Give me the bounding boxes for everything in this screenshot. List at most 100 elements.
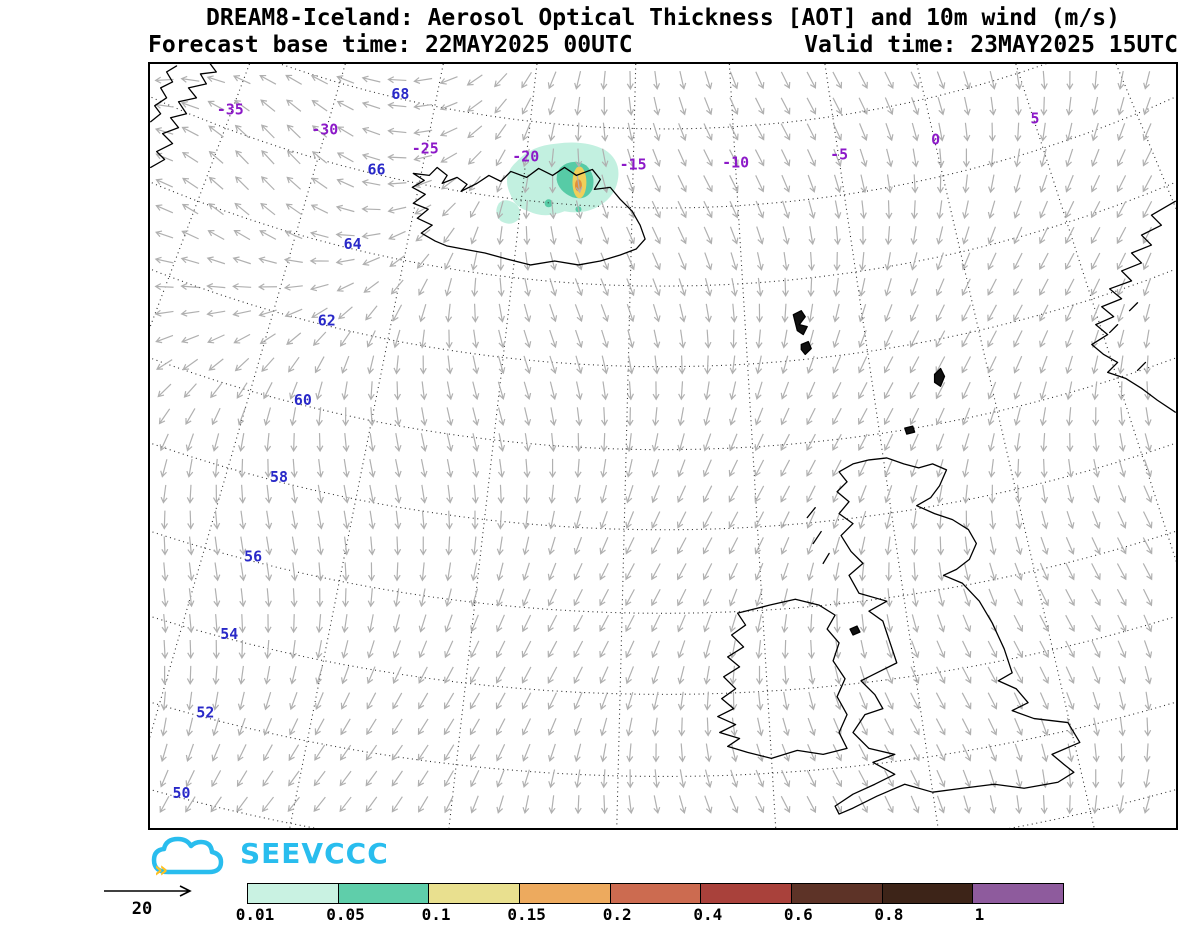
wind-arrow <box>625 640 635 659</box>
wind-arrow <box>213 562 221 582</box>
wind-arrow <box>341 640 349 659</box>
wind-arrow <box>625 666 635 685</box>
wind-arrow <box>1013 278 1023 296</box>
wind-arrow <box>937 122 945 142</box>
wind-arrow <box>265 510 273 530</box>
wind-arrow <box>232 283 252 291</box>
wind-arrow <box>1039 666 1049 684</box>
wind-arrow <box>393 588 401 608</box>
wind-arrow <box>857 433 868 452</box>
wind-arrow <box>1116 304 1126 323</box>
wind-arrow <box>311 99 328 112</box>
wind-arrow <box>286 99 302 112</box>
wind-arrow <box>394 433 402 453</box>
wind-arrow <box>573 640 584 658</box>
wind-arrow <box>1039 122 1047 142</box>
longitude-label: -5 <box>830 146 848 164</box>
wind-arrow <box>291 484 298 504</box>
wind-arrow <box>239 588 247 608</box>
wind-arrow <box>471 303 479 323</box>
wind-arrow <box>676 511 687 529</box>
wind-arrow <box>730 252 739 271</box>
wind-arrow <box>1039 614 1049 633</box>
wind-arrow <box>911 614 920 633</box>
wind-arrow <box>728 485 739 503</box>
wind-arrow <box>470 562 478 582</box>
wind-arrow <box>471 510 479 530</box>
wind-arrow <box>858 510 867 530</box>
wind-arrow <box>574 96 582 116</box>
wind-arrow <box>651 226 661 245</box>
wind-arrow <box>361 75 381 83</box>
wind-arrow <box>1065 174 1074 193</box>
wind-arrow <box>494 98 507 114</box>
wind-arrow <box>521 72 532 89</box>
wind-arrow <box>239 484 246 504</box>
wind-arrow <box>832 770 843 788</box>
wind-arrow <box>911 97 920 116</box>
wind-arrow <box>1014 743 1023 762</box>
wind-arrow <box>207 230 225 241</box>
wind-arrow <box>521 718 532 736</box>
coastline-norway <box>1091 200 1176 413</box>
wind-arrow <box>336 126 354 137</box>
wind-arrow <box>265 484 272 504</box>
wind-arrow <box>627 96 635 116</box>
colorbar-segment <box>520 884 611 903</box>
wind-arrow <box>1014 718 1023 736</box>
wind-arrow <box>781 769 791 788</box>
wind-arrow <box>702 588 712 607</box>
wind-arrow <box>315 692 324 711</box>
wind-arrow <box>756 303 764 323</box>
wind-arrow <box>285 74 302 85</box>
wind-arrow <box>420 510 428 530</box>
coastline-hebrides <box>806 507 830 565</box>
latitude-label: 52 <box>196 704 214 722</box>
wind-arrow <box>884 97 894 116</box>
wind-arrow <box>754 485 765 503</box>
wind-arrow <box>858 97 868 115</box>
wind-arrow <box>387 76 407 84</box>
wind-arrow <box>265 536 273 556</box>
wind-arrow <box>549 329 558 349</box>
wind-arrow <box>260 202 276 216</box>
wind-arrow <box>1143 329 1151 349</box>
wind-arrow <box>728 433 738 452</box>
wind-arrow <box>601 148 609 168</box>
wind-arrow <box>653 795 661 815</box>
wind-arrow <box>832 536 841 556</box>
wind-arrow <box>987 407 996 426</box>
wind-arrow <box>524 407 532 427</box>
wind-arrow <box>261 357 275 372</box>
wind-arrow <box>703 226 713 245</box>
wind-arrow <box>312 331 327 347</box>
wind-arrow <box>936 795 946 814</box>
wind-arrow <box>601 122 609 142</box>
wind-arrow <box>651 485 660 504</box>
wind-arrow <box>1090 148 1100 167</box>
wind-arrow <box>1065 536 1075 555</box>
wind-arrow <box>291 510 299 530</box>
wind-arrow <box>911 122 920 142</box>
wind-arrow <box>1118 743 1126 763</box>
wind-arrow <box>311 151 328 164</box>
wind-arrow <box>781 639 789 660</box>
wind-arrow <box>263 744 273 762</box>
wind-arrow <box>417 718 429 736</box>
wind-arrow <box>989 536 997 556</box>
wind-arrow <box>337 306 353 320</box>
wind-arrow <box>780 407 790 426</box>
wind-arrow <box>418 666 428 684</box>
wind-arrow <box>1066 70 1074 91</box>
wind-arrow <box>413 128 433 136</box>
coastline-isle-of-man <box>849 625 861 636</box>
wind-arrow <box>678 381 686 401</box>
wind-arrow <box>316 458 324 478</box>
wind-arrow <box>155 152 174 162</box>
wind-arrow <box>284 230 303 240</box>
wind-arrow <box>1091 640 1101 659</box>
wind-arrow <box>315 640 323 659</box>
wind-arrow <box>388 230 406 240</box>
wind-arrow <box>911 562 919 582</box>
